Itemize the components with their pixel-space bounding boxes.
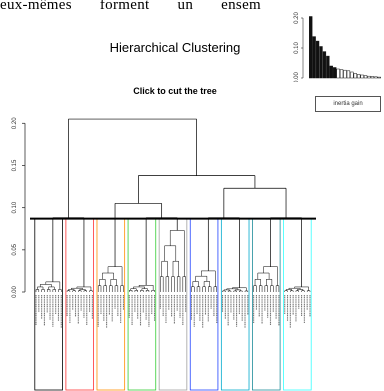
inertia-bar bbox=[315, 40, 320, 79]
y-tick-label: 0.00 bbox=[12, 286, 18, 298]
chart-title: Hierarchical Clustering bbox=[109, 40, 241, 55]
inertia-bar bbox=[336, 68, 340, 79]
inertia-bar bbox=[363, 75, 368, 79]
y-tick-label: 0.20 bbox=[12, 117, 18, 129]
y-tick-label: 0.10 bbox=[12, 201, 18, 213]
inertia-bar bbox=[319, 46, 323, 79]
inertia-bar bbox=[329, 65, 333, 79]
inertia-bar bbox=[333, 67, 337, 79]
inertia-bar bbox=[322, 51, 327, 79]
inertia-bar bbox=[326, 55, 330, 79]
y-tick-label: 0.15 bbox=[12, 159, 18, 171]
inertia-y-tick-label: 0.20 bbox=[294, 12, 300, 24]
dendrogram-plot[interactable]: 0.00 0.05 0.10 0.15 0.20 bbox=[0, 0, 330, 391]
inertia-bar bbox=[374, 76, 378, 79]
inertia-bar bbox=[350, 71, 354, 79]
background-text-fragment: eux-mêmes forment un ensem bbox=[0, 0, 261, 13]
inertia-legend: inertia gain bbox=[315, 96, 381, 112]
inertia-bar bbox=[309, 16, 313, 79]
inertia-gain-barplot: 0.00 0.10 0.20 bbox=[294, 12, 381, 82]
inertia-y-tick-label: 0.10 bbox=[294, 42, 300, 54]
inertia-bar bbox=[353, 73, 357, 79]
y-tick-label: 0.05 bbox=[12, 243, 18, 255]
inertia-bar bbox=[346, 70, 351, 79]
inertia-bar bbox=[360, 74, 364, 79]
inertia-bar bbox=[343, 69, 347, 79]
inertia-bar bbox=[312, 36, 316, 79]
cut-tree-instruction[interactable]: Click to cut the tree bbox=[133, 86, 217, 96]
inertia-bar bbox=[370, 76, 375, 79]
inertia-bar bbox=[377, 76, 381, 79]
inertia-y-tick-label: 0.00 bbox=[294, 72, 300, 82]
inertia-bar bbox=[367, 75, 371, 79]
inertia-bar bbox=[357, 74, 361, 79]
inertia-bar bbox=[339, 69, 344, 79]
